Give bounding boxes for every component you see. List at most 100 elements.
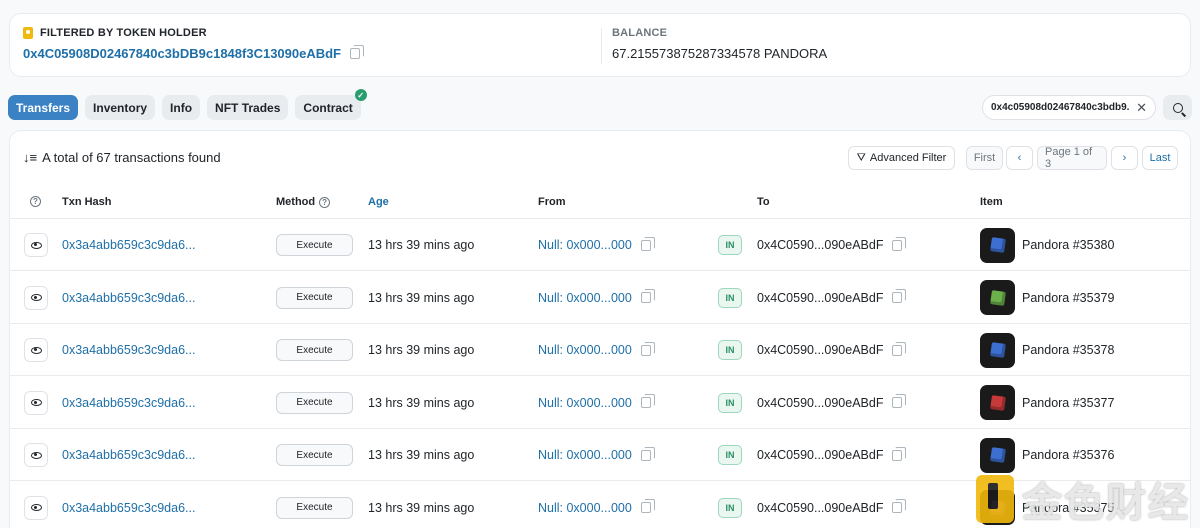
eye-icon [30,241,42,249]
filter-icon: ⛛ [856,151,866,164]
item-name-link[interactable]: Pandora #35379 [1022,290,1115,305]
direction-badge: IN [718,445,742,465]
header-txn-hash: Txn Hash [62,196,112,208]
copy-icon[interactable] [892,236,907,251]
view-details-button[interactable] [24,233,48,257]
tab-inventory[interactable]: Inventory [85,95,156,120]
copy-icon[interactable] [892,499,907,513]
holder-label-row: FILTERED BY TOKEN HOLDER [23,27,360,39]
tab-bar: Transfers Inventory Info NFT Trades Cont… [8,89,367,120]
nft-thumbnail[interactable] [980,437,1015,473]
header-help[interactable]: ? [30,196,41,207]
first-page-button[interactable]: First [966,146,1003,170]
table-row: 0x3a4abb659c3c9da6... Execute 13 hrs 39 mi… [10,377,1190,429]
next-page-button[interactable]: › [1111,146,1138,170]
view-details-button[interactable] [24,495,48,520]
holder-section: FILTERED BY TOKEN HOLDER 0x4C05908D02467… [23,27,364,61]
copy-icon[interactable] [892,289,907,303]
question-icon[interactable]: ? [319,196,331,208]
copy-icon[interactable] [892,446,907,461]
direction-cell: IN [718,324,742,376]
nft-thumbnail[interactable] [980,280,1015,315]
prev-page-button[interactable]: ‹ [1006,146,1033,170]
copy-icon[interactable] [892,394,907,408]
copy-icon[interactable] [640,341,655,356]
to-cell: 0x4C0590...090eABdF [757,324,907,376]
view-details-button[interactable] [24,338,48,362]
item-cell: Pandora #35377 [980,377,1114,429]
table-header: ? Txn Hash Method ? Age From To Item [10,186,1190,219]
txn-hash-link[interactable]: 0x3a4abb659c3c9da6... [62,448,196,462]
eye-icon [30,504,42,511]
sort-icon[interactable]: ↓≡ [23,150,38,165]
age-value: 13 hrs 39 mins ago [368,343,475,357]
holder-address-link[interactable]: 0x4C05908D02467840c3bDB9c1848f3C13090eAB… [23,46,341,61]
holder-address-row: 0x4C05908D02467840c3bDB9c1848f3C13090eAB… [23,45,364,61]
search-button[interactable] [1163,95,1192,120]
tag-icon [23,27,33,39]
cube-icon [989,289,1006,306]
copy-icon[interactable] [640,289,655,303]
header-item: Item [980,196,1003,208]
from-cell: Null: 0x000...000 [538,429,655,481]
to-cell: 0x4C0590...090eABdF [757,429,907,481]
method-cell: Execute [276,272,353,324]
view-cell [24,377,48,429]
balance-section: BALANCE 67.215573875287334578 PANDORA [612,27,827,61]
to-cell: 0x4C0590...090eABdF [757,272,907,324]
header-method: Method ? [276,196,331,208]
to-address: 0x4C0590...090eABdF [757,500,884,515]
item-cell: Pandora #35379 [980,272,1114,324]
nft-thumbnail[interactable] [980,332,1015,368]
advanced-filter-button[interactable]: ⛛ Advanced Filter [848,146,955,170]
copy-icon[interactable] [892,341,907,356]
from-address-link[interactable]: Null: 0x000...000 [538,395,632,410]
header-age[interactable]: Age [368,196,389,208]
item-name-link[interactable]: Pandora #35380 [1022,238,1115,252]
copy-icon[interactable] [350,45,364,59]
txn-hash-link[interactable]: 0x3a4abb659c3c9da6... [62,395,196,410]
to-address: 0x4C0590...090eABdF [757,290,884,305]
copy-icon[interactable] [640,446,655,461]
tab-nft-trades[interactable]: NFT Trades [207,95,289,120]
to-cell: 0x4C0590...090eABdF [757,219,907,271]
item-name-link[interactable]: Pandora #35376 [1022,448,1115,462]
address-filter-pill[interactable]: 0x4c05908d02467840c3bdb9... ✕ [982,95,1156,120]
txn-hash-link[interactable]: 0x3a4abb659c3c9da6... [62,290,196,305]
nft-thumbnail[interactable] [980,227,1015,263]
direction-badge: IN [718,497,742,518]
copy-icon[interactable] [640,499,655,513]
verified-check-icon: ✓ [354,89,367,101]
nft-thumbnail[interactable] [980,385,1015,420]
divider [601,28,602,64]
from-address-link[interactable]: Null: 0x000...000 [538,448,632,462]
tab-info[interactable]: Info [162,95,201,120]
tab-transfers[interactable]: Transfers [8,95,79,120]
copy-icon[interactable] [640,236,655,251]
watermark-logo-icon [976,475,1014,523]
method-badge: Execute [276,234,353,256]
txn-hash-link[interactable]: 0x3a4abb659c3c9da6... [62,238,196,252]
view-details-button[interactable] [24,443,48,467]
item-name-link[interactable]: Pandora #35375 [1022,500,1115,515]
direction-badge: IN [718,340,742,360]
last-page-button[interactable]: Last [1142,146,1178,170]
from-address-link[interactable]: Null: 0x000...000 [538,343,632,357]
holder-label: FILTERED BY TOKEN HOLDER [40,27,207,39]
from-address-link[interactable]: Null: 0x000...000 [538,500,632,515]
balance-label: BALANCE [612,27,668,39]
txn-hash-link[interactable]: 0x3a4abb659c3c9da6... [62,343,196,357]
from-address-link[interactable]: Null: 0x000...000 [538,238,632,252]
item-name-link[interactable]: Pandora #35377 [1022,395,1115,410]
address-filter-value: 0x4c05908d02467840c3bdb9... [991,102,1131,113]
tab-contract[interactable]: Contract ✓ [295,89,367,120]
txn-hash-link[interactable]: 0x3a4abb659c3c9da6... [62,500,196,515]
table-row: 0x3a4abb659c3c9da6... Execute 13 hrs 39 mi… [10,219,1190,271]
method-badge: Execute [276,444,353,466]
from-address-link[interactable]: Null: 0x000...000 [538,290,632,305]
copy-icon[interactable] [640,394,655,408]
view-details-button[interactable] [24,390,48,415]
view-details-button[interactable] [24,285,48,310]
close-icon[interactable]: ✕ [1136,99,1147,115]
item-name-link[interactable]: Pandora #35378 [1022,343,1115,357]
